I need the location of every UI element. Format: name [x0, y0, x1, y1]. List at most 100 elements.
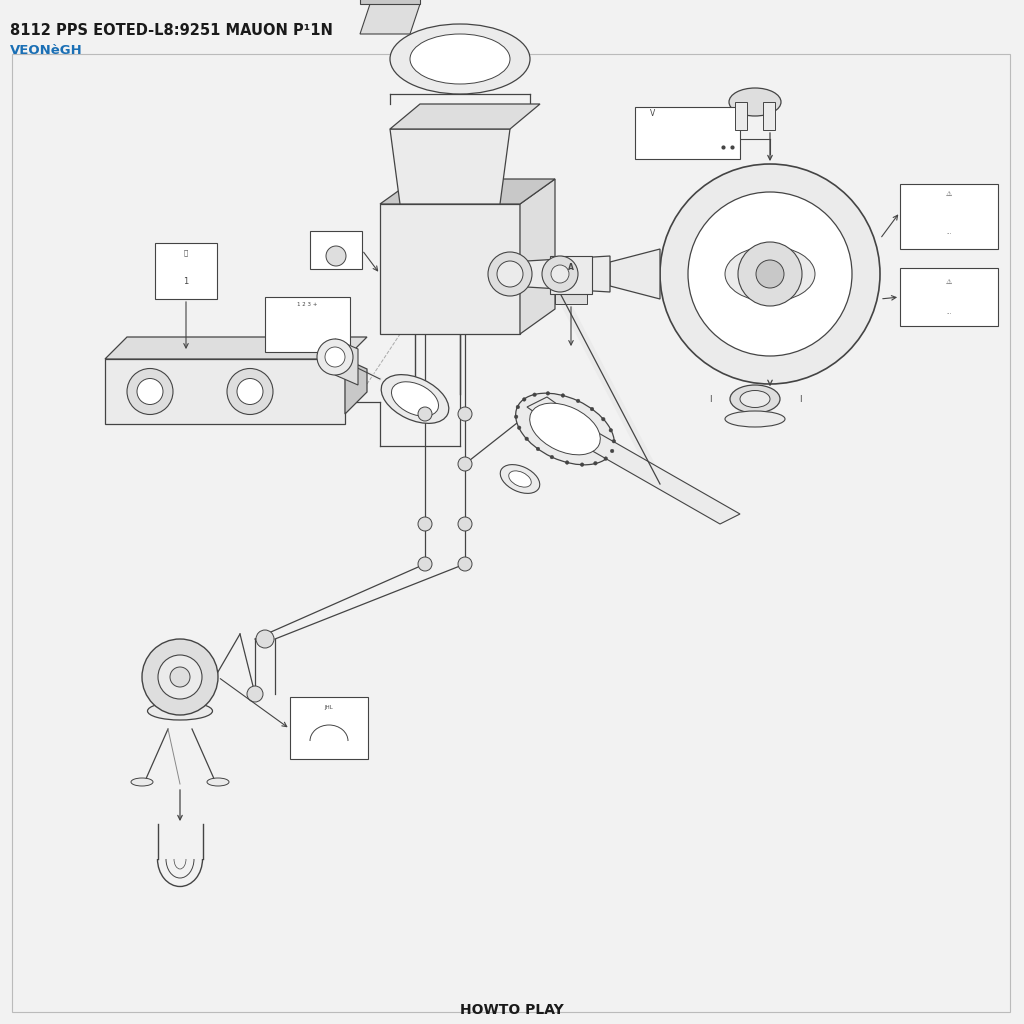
- Circle shape: [317, 339, 353, 375]
- Polygon shape: [510, 256, 610, 292]
- Polygon shape: [520, 179, 555, 334]
- Text: ...: ...: [946, 229, 951, 234]
- Polygon shape: [527, 397, 740, 524]
- Bar: [735, 102, 746, 130]
- Circle shape: [565, 461, 569, 464]
- Polygon shape: [360, 4, 420, 34]
- Circle shape: [612, 439, 615, 443]
- Bar: [900, 184, 998, 249]
- Bar: [900, 268, 998, 326]
- Ellipse shape: [410, 34, 510, 84]
- Circle shape: [581, 463, 584, 467]
- Text: ⚠: ⚠: [946, 191, 952, 197]
- Ellipse shape: [729, 88, 781, 116]
- Circle shape: [550, 456, 554, 459]
- Polygon shape: [105, 337, 367, 359]
- Text: V: V: [650, 110, 655, 119]
- Polygon shape: [360, 0, 420, 4]
- Bar: [635, 106, 740, 159]
- Ellipse shape: [207, 778, 229, 786]
- Circle shape: [546, 391, 550, 395]
- Ellipse shape: [509, 471, 531, 487]
- Text: ...: ...: [946, 309, 951, 314]
- Bar: [763, 102, 775, 130]
- Circle shape: [256, 630, 274, 648]
- Circle shape: [551, 265, 569, 283]
- Ellipse shape: [725, 247, 815, 301]
- Circle shape: [514, 415, 518, 419]
- Circle shape: [158, 655, 202, 699]
- Circle shape: [517, 426, 521, 429]
- Polygon shape: [610, 249, 660, 299]
- Text: JHL: JHL: [325, 705, 334, 710]
- Circle shape: [561, 393, 564, 397]
- Ellipse shape: [529, 403, 600, 455]
- Text: HOWTO PLAY: HOWTO PLAY: [460, 1002, 564, 1017]
- Polygon shape: [345, 359, 367, 414]
- Circle shape: [458, 457, 472, 471]
- Text: 1 2 3 +: 1 2 3 +: [297, 302, 317, 307]
- Polygon shape: [335, 339, 358, 385]
- Circle shape: [537, 447, 540, 451]
- Text: 8112 PPS EOTED-L8:9251 MAUON P¹1N: 8112 PPS EOTED-L8:9251 MAUON P¹1N: [10, 23, 333, 38]
- Circle shape: [488, 252, 532, 296]
- Text: Ⓐ: Ⓐ: [184, 250, 188, 256]
- Circle shape: [418, 557, 432, 571]
- Circle shape: [127, 369, 173, 415]
- Ellipse shape: [730, 385, 780, 413]
- Ellipse shape: [390, 24, 530, 94]
- Text: VEONèGH: VEONèGH: [10, 44, 83, 57]
- Ellipse shape: [391, 382, 438, 416]
- Circle shape: [688, 193, 852, 356]
- Polygon shape: [380, 179, 555, 204]
- Polygon shape: [380, 204, 520, 334]
- Circle shape: [532, 393, 537, 396]
- Circle shape: [247, 686, 263, 702]
- Ellipse shape: [147, 702, 213, 720]
- Circle shape: [227, 369, 273, 415]
- Ellipse shape: [381, 375, 449, 423]
- Circle shape: [601, 418, 605, 421]
- Circle shape: [170, 667, 190, 687]
- Circle shape: [516, 406, 519, 409]
- Circle shape: [756, 260, 784, 288]
- Circle shape: [594, 462, 597, 465]
- Bar: [105, 359, 345, 424]
- Bar: [155, 243, 217, 299]
- Text: I: I: [709, 394, 712, 403]
- Polygon shape: [390, 129, 510, 204]
- Bar: [550, 256, 592, 294]
- Circle shape: [525, 437, 528, 440]
- Ellipse shape: [725, 411, 785, 427]
- Circle shape: [418, 407, 432, 421]
- Circle shape: [325, 347, 345, 367]
- Circle shape: [604, 457, 607, 461]
- Text: 1: 1: [183, 276, 188, 286]
- Circle shape: [458, 517, 472, 531]
- Circle shape: [137, 379, 163, 404]
- Polygon shape: [390, 104, 540, 129]
- Text: I: I: [799, 394, 801, 403]
- Circle shape: [326, 246, 346, 266]
- Circle shape: [577, 399, 580, 402]
- Ellipse shape: [131, 778, 153, 786]
- Circle shape: [542, 256, 578, 292]
- Circle shape: [142, 639, 218, 715]
- Ellipse shape: [740, 390, 770, 408]
- Polygon shape: [555, 294, 587, 304]
- Text: ⚠: ⚠: [946, 279, 952, 285]
- Circle shape: [660, 164, 880, 384]
- Circle shape: [237, 379, 263, 404]
- Circle shape: [609, 428, 612, 432]
- Circle shape: [590, 408, 594, 411]
- Bar: [310, 231, 362, 269]
- Circle shape: [458, 407, 472, 421]
- Circle shape: [738, 242, 802, 306]
- Ellipse shape: [501, 465, 540, 494]
- Circle shape: [418, 517, 432, 531]
- Text: A: A: [568, 262, 573, 271]
- Circle shape: [458, 557, 472, 571]
- Circle shape: [610, 450, 614, 453]
- Bar: [265, 297, 350, 352]
- Circle shape: [497, 261, 523, 287]
